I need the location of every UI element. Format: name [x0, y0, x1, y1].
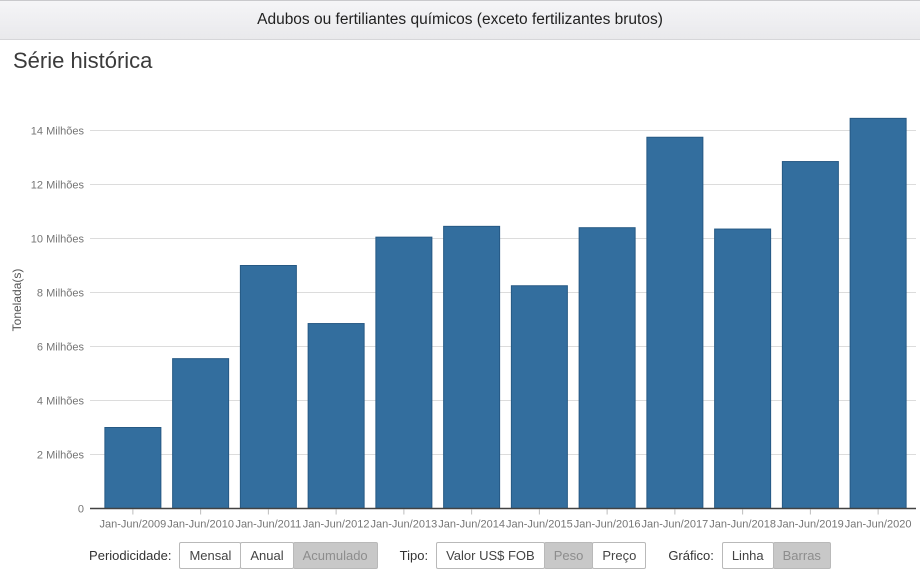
y-axis-tick-label: 6 Milhões: [37, 342, 85, 354]
control-group-label: Periodicidade:: [89, 548, 172, 563]
bar-jan-jun-2013[interactable]: [375, 236, 433, 509]
bar-jan-jun-2014[interactable]: [443, 225, 501, 509]
grafico-button-group: Linha Barras: [721, 542, 831, 569]
x-axis-tick-label: Jan-Jun/2018: [709, 519, 776, 531]
x-axis-tick-label: Jan-Jun/2010: [167, 519, 234, 531]
control-group-periodicidade: Periodicidade: Mensal Anual Acumulado: [89, 542, 378, 569]
x-axis-tick-label: Jan-Jun/2016: [574, 519, 641, 531]
valor-us-fob-button[interactable]: Valor US$ FOB: [436, 542, 545, 569]
bar-jan-jun-2015[interactable]: [510, 285, 568, 509]
product-title: Adubos ou fertiliantes químicos (exceto …: [257, 11, 663, 28]
peso-button[interactable]: Peso: [543, 542, 594, 569]
x-axis-tick-label: Jan-Jun/2011: [235, 519, 301, 531]
x-axis-tick-label: Jan-Jun/2019: [777, 519, 844, 531]
bar-jan-jun-2012[interactable]: [307, 323, 365, 509]
bar-jan-jun-2018[interactable]: [714, 228, 772, 510]
bar-jan-jun-2009[interactable]: [104, 427, 162, 509]
bar-jan-jun-2010[interactable]: [172, 358, 230, 509]
acumulado-button[interactable]: Acumulado: [292, 542, 378, 569]
bar-jan-jun-2019[interactable]: [781, 161, 839, 510]
preco-button[interactable]: Preço: [592, 542, 647, 569]
serie-historica-chart: 0 2 Milhões 4 Milhões 6 Milhões 8 Milhões 10 …: [10, 117, 916, 531]
bar-jan-jun-2011[interactable]: [239, 265, 297, 509]
bar-jan-jun-2016[interactable]: [578, 227, 636, 509]
barras-button[interactable]: Barras: [772, 542, 831, 569]
chart-controls: Periodicidade: Mensal Anual Acumulado Tipo: V…: [0, 542, 920, 569]
y-axis-title: Tonelada(s): [10, 269, 24, 332]
x-axis-tick-label: Jan-Jun/2012: [303, 519, 370, 531]
window-titlebar: Adubos ou fertiliantes químicos (exceto …: [0, 0, 920, 40]
y-axis-tick-label: 0: [78, 504, 84, 516]
mensal-button[interactable]: Mensal: [179, 542, 242, 569]
x-axis-tick-label: Jan-Jun/2020: [845, 519, 912, 531]
y-axis-tick-label: 12 Milhões: [31, 180, 85, 192]
x-axis-tick-label: Jan-Jun/2014: [438, 519, 505, 531]
x-axis-tick-label: Jan-Jun/2013: [371, 519, 438, 531]
control-group-grafico: Gráfico: Linha Barras: [668, 542, 831, 569]
x-axis-tick-label: Jan-Jun/2015: [506, 519, 573, 531]
control-group-tipo: Tipo: Valor US$ FOB Peso Preço: [400, 542, 647, 569]
linha-button[interactable]: Linha: [721, 542, 774, 569]
periodicidade-button-group: Mensal Anual Acumulado: [179, 542, 378, 569]
y-axis-tick-label: 10 Milhões: [31, 234, 85, 246]
y-axis-tick-label: 8 Milhões: [37, 288, 85, 300]
y-axis-tick-label: 14 Milhões: [31, 126, 85, 138]
y-axis-tick-label: 4 Milhões: [37, 396, 85, 408]
x-axis-tick-label: Jan-Jun/2017: [642, 519, 709, 531]
x-axis-tick-label: Jan-Jun/2009: [100, 519, 167, 531]
bar-jan-jun-2017[interactable]: [646, 136, 704, 509]
control-group-label: Tipo:: [399, 548, 429, 563]
control-group-label: Gráfico:: [668, 548, 714, 563]
tipo-button-group: Valor US$ FOB Peso Preço: [436, 542, 647, 569]
bar-jan-jun-2020[interactable]: [849, 117, 907, 509]
page-title: Série histórica: [13, 48, 153, 73]
anual-button[interactable]: Anual: [240, 542, 294, 569]
y-axis-tick-label: 2 Milhões: [37, 450, 85, 462]
